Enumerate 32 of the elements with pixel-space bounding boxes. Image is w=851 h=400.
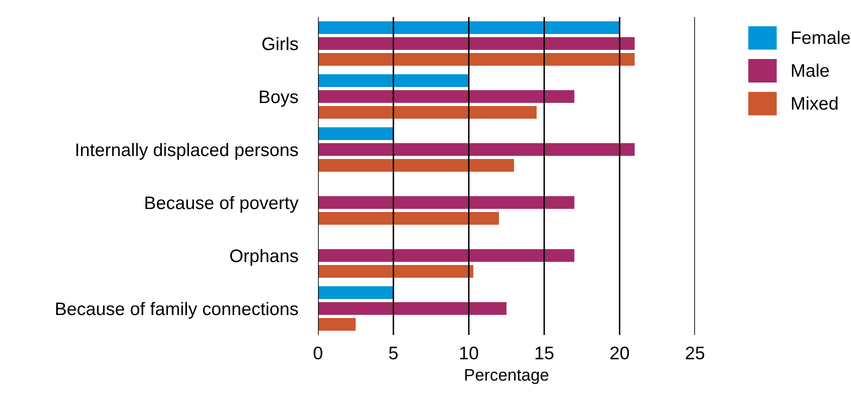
bar [318, 127, 394, 140]
bar [318, 318, 356, 331]
x-tick-label: 0 [314, 346, 322, 360]
legend-label: Mixed [792, 96, 838, 110]
y-tick-label: Because of family connections [56, 302, 298, 319]
bar [318, 212, 499, 225]
bar [318, 302, 506, 315]
y-tick-label: Boys [260, 90, 298, 107]
y-tick-label: Internally displaced persons [76, 142, 298, 160]
x-tick-label: 10 [460, 346, 478, 360]
bar [318, 106, 537, 119]
x-axis-title: Percentage [465, 369, 548, 384]
bar [318, 21, 620, 34]
bar [318, 143, 635, 156]
x-tick-label: 5 [389, 346, 398, 360]
x-tick-label: 20 [610, 346, 629, 360]
legend-label: Female [792, 30, 850, 44]
bar [318, 90, 574, 103]
y-tick-label: Orphans [230, 248, 298, 266]
bar [318, 265, 474, 278]
bar [318, 74, 469, 87]
x-tick-label: 15 [536, 346, 554, 360]
bar [318, 53, 635, 66]
bar [318, 159, 514, 172]
legend-label: Male [792, 64, 829, 77]
bar [318, 249, 574, 262]
y-tick-label: Because of poverty [145, 196, 299, 213]
bar [318, 286, 394, 299]
y-tick-label: Girls [262, 36, 298, 50]
bar [318, 196, 574, 209]
bar [318, 37, 635, 50]
x-tick-label: 25 [686, 346, 704, 360]
